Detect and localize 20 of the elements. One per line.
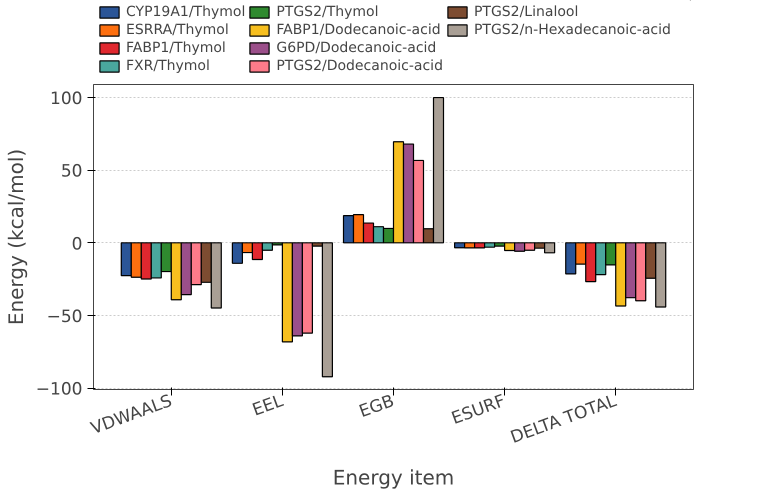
x-tick-label: EEL — [250, 390, 286, 421]
legend-label: PTGS2/Thymol — [276, 4, 378, 20]
y-tick-label: 100 — [50, 89, 83, 110]
y-tick-label: −50 — [46, 306, 83, 327]
y-tick-label: −100 — [36, 380, 83, 400]
legend-label: FXR/Thymol — [126, 58, 210, 74]
x-tick-label: EGB — [356, 391, 397, 422]
legend-label: PTGS2/Dodecanoic-acid — [276, 58, 443, 74]
legend-label: FABP1/Dodecanoic-acid — [276, 22, 441, 38]
legend-label: G6PD/Dodecanoic-acid — [276, 40, 436, 56]
x-tick-label: DELTA TOTAL — [508, 390, 620, 448]
legend-label: FABP1/Thymol — [126, 40, 226, 56]
y-tick-label: 50 — [60, 162, 83, 182]
legend-label: CYP19A1/Thymol — [126, 4, 246, 20]
x-axis-title: Energy item — [332, 465, 454, 490]
legend-label: ESRRA/Thymol — [126, 22, 229, 38]
legend-label: PTGS2/n-Hexadecanoic-acid — [474, 22, 671, 38]
y-axis-title: Energy (kcal/mol) — [4, 148, 28, 326]
y-tick-label: 0 — [72, 234, 83, 254]
legend-label: PTGS2/Linalool — [474, 4, 578, 20]
